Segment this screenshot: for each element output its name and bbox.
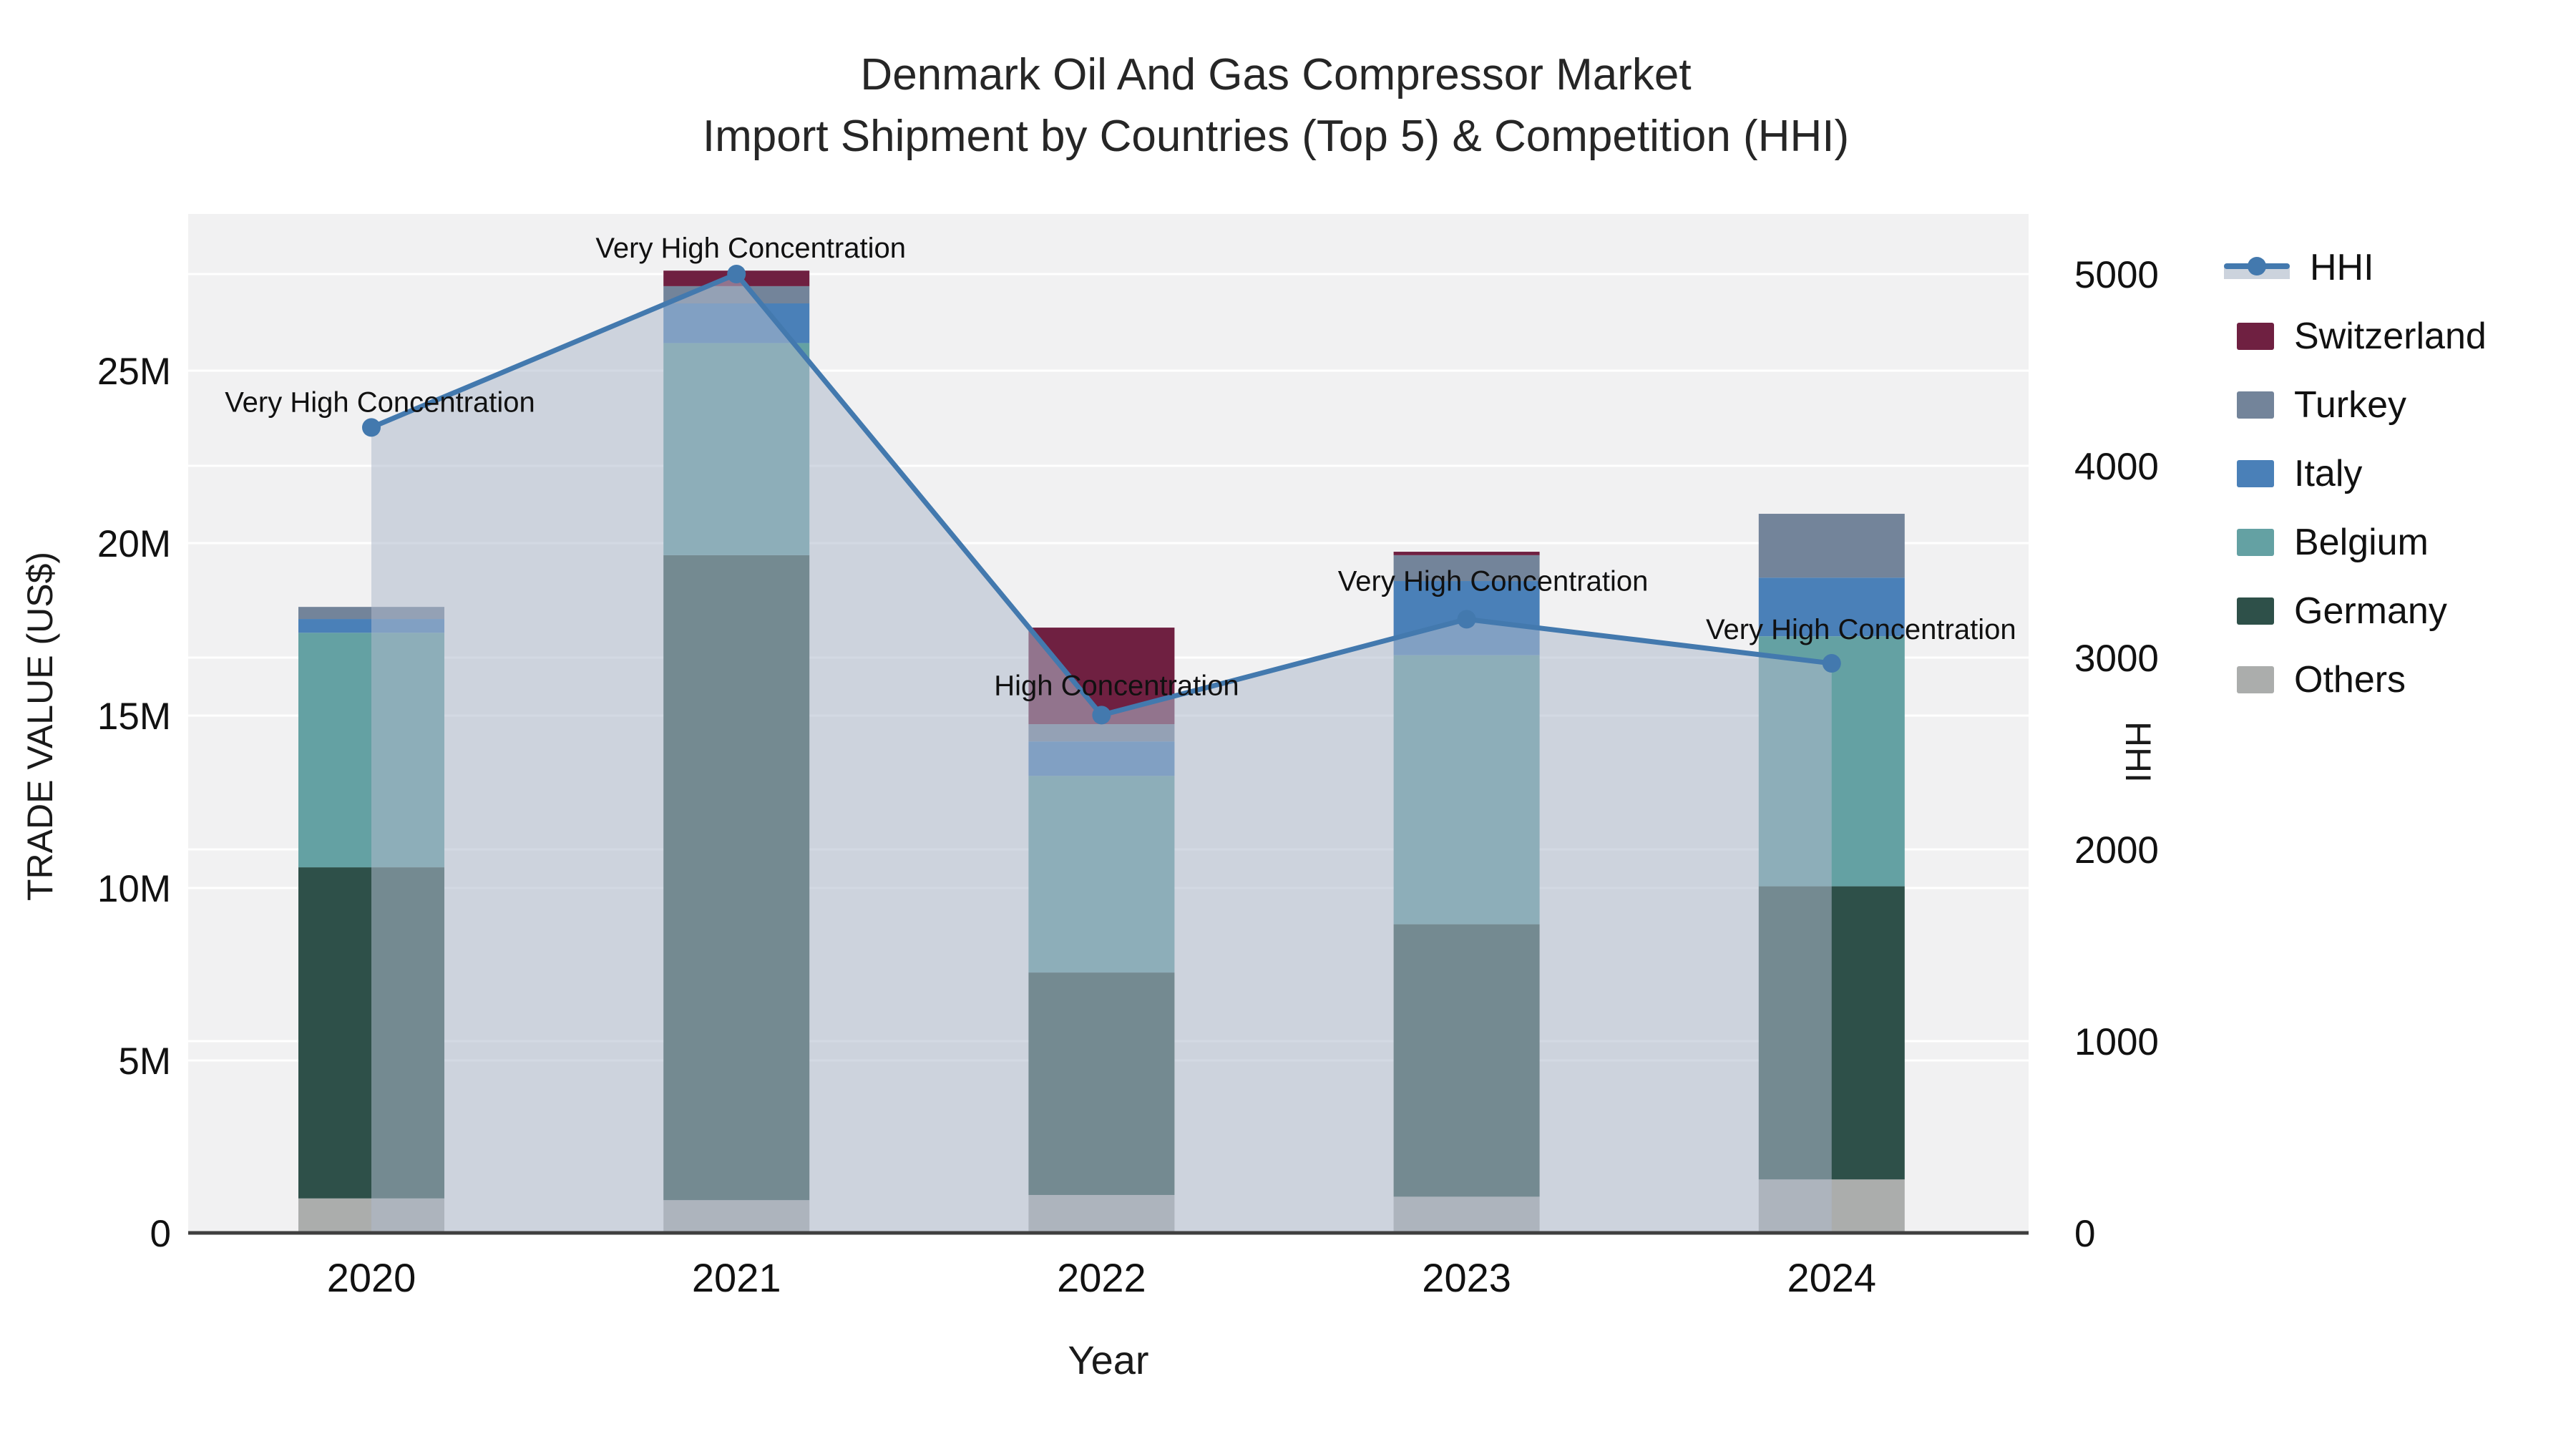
chart-title-line1: Denmark Oil And Gas Compressor Market — [860, 50, 1692, 99]
bar-segment-turkey-2023[interactable] — [1393, 555, 1540, 582]
legend-swatch-turkey — [2237, 391, 2274, 419]
right-tick-3000: 3000 — [2074, 638, 2159, 680]
annotation-2022: High Concentration — [994, 670, 1239, 701]
legend-item-hhi[interactable]: HHI — [2224, 242, 2374, 293]
x-tick-2020: 2020 — [327, 1255, 416, 1300]
legend-swatch-others — [2237, 666, 2274, 693]
legend-item-others[interactable]: Others — [2224, 654, 2406, 706]
legend-label-others: Others — [2294, 659, 2406, 701]
right-tick-1000: 1000 — [2074, 1021, 2159, 1063]
x-axis-title: Year — [1068, 1337, 1149, 1382]
left-tick-20M: 20M — [97, 523, 171, 565]
annotation-2024: Very High Concentration — [1706, 614, 2016, 645]
hhi-point-2024[interactable] — [1822, 654, 1841, 673]
right-tick-5000: 5000 — [2074, 254, 2159, 296]
left-tick-5M: 5M — [118, 1040, 171, 1083]
annotation-2021: Very High Concentration — [595, 233, 906, 264]
legend-hhi-marker-icon — [2248, 257, 2266, 275]
legend-label-switzerland: Switzerland — [2294, 316, 2487, 357]
chart-title: Denmark Oil And Gas Compressor Market Im… — [0, 44, 2552, 167]
x-tick-2022: 2022 — [1057, 1255, 1146, 1300]
legend-item-italy[interactable]: Italy — [2224, 448, 2362, 499]
legend-label-germany: Germany — [2294, 590, 2447, 632]
right-axis-title: HHI — [2118, 721, 2158, 784]
legend-item-germany[interactable]: Germany — [2224, 585, 2447, 637]
legend-item-turkey[interactable]: Turkey — [2224, 379, 2406, 431]
legend-label-hhi: HHI — [2310, 247, 2374, 288]
left-tick-10M: 10M — [97, 868, 171, 910]
legend-item-belgium[interactable]: Belgium — [2224, 517, 2429, 568]
hhi-point-2021[interactable] — [727, 265, 746, 283]
bar-segment-turkey-2024[interactable] — [1758, 514, 1905, 578]
annotation-2023: Very High Concentration — [1338, 565, 1649, 597]
legend-label-turkey: Turkey — [2294, 384, 2406, 426]
hhi-point-2022[interactable] — [1092, 706, 1111, 725]
right-tick-4000: 4000 — [2074, 446, 2159, 488]
legend-label-italy: Italy — [2294, 453, 2363, 494]
left-axis-title: TRADE VALUE (US$) — [20, 551, 60, 902]
legend-label-belgium: Belgium — [2294, 522, 2429, 563]
x-tick-2023: 2023 — [1422, 1255, 1511, 1300]
hhi-area-fill — [371, 274, 1832, 1233]
legend-item-switzerland[interactable]: Switzerland — [2224, 311, 2487, 362]
x-tick-2024: 2024 — [1787, 1255, 1877, 1300]
legend-hhi-line-icon — [2224, 252, 2290, 283]
hhi-point-2020[interactable] — [362, 418, 381, 437]
legend-swatch-italy — [2237, 460, 2274, 487]
right-tick-2000: 2000 — [2074, 829, 2159, 872]
legend-swatch-belgium — [2237, 529, 2274, 556]
left-tick-25M: 25M — [97, 351, 171, 393]
legend-swatch-germany — [2237, 597, 2274, 625]
annotation-2020: Very High Concentration — [225, 386, 535, 418]
left-tick-0: 0 — [150, 1213, 171, 1255]
bar-segment-switzerland-2023[interactable] — [1393, 552, 1540, 555]
right-tick-0: 0 — [2074, 1213, 2095, 1255]
chart-title-line2: Import Shipment by Countries (Top 5) & C… — [702, 112, 1850, 161]
bar-segment-italy-2024[interactable] — [1758, 577, 1905, 637]
legend-swatch-switzerland — [2237, 323, 2274, 350]
left-tick-15M: 15M — [97, 696, 171, 738]
hhi-point-2023[interactable] — [1457, 610, 1476, 629]
x-tick-2021: 2021 — [692, 1255, 781, 1300]
